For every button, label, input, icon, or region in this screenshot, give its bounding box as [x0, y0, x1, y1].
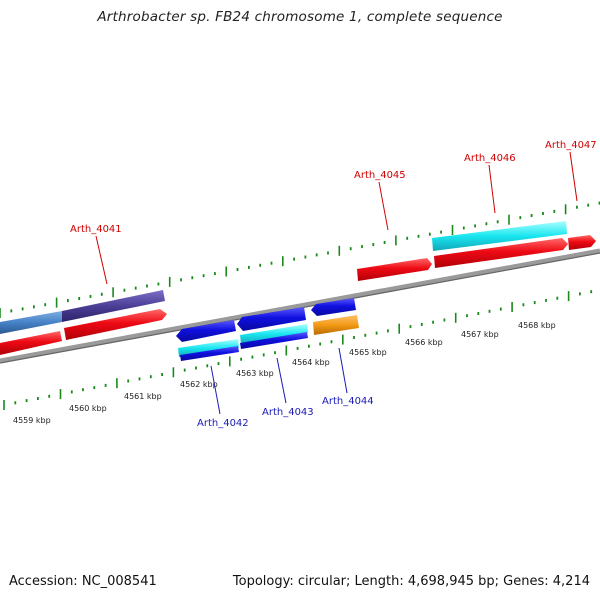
scale-label-4564: 4564 kbp [292, 358, 330, 367]
gene-label-arth-4042: Arth_4042 [197, 418, 249, 429]
gene-label-arth-4045: Arth_4045 [354, 170, 406, 181]
accession-text: Accession: NC_008541 [9, 574, 157, 589]
gene-label-arth-4044: Arth_4044 [322, 396, 374, 407]
feature-orange-4044 [313, 315, 359, 335]
gene-label-arth-4043: Arth_4043 [262, 407, 314, 418]
scale-tick-row [3, 290, 593, 410]
scale-label-4559: 4559 kbp [13, 416, 51, 425]
gene-label-arth-4046: Arth_4046 [464, 153, 516, 164]
leader-arth-4045 [378, 181, 389, 231]
topology-text: Topology: circular; Length: 4,698,945 bp… [232, 574, 590, 589]
leader-arth-4043 [276, 357, 287, 404]
feature-cyan-4042 [178, 339, 239, 357]
scale-label-4561: 4561 kbp [124, 392, 162, 401]
cds-forward-4045 [357, 258, 432, 281]
map-title: Arthrobacter sp. FB24 chromosome 1, comp… [97, 9, 503, 25]
feature-cyan-upper [432, 221, 567, 251]
leader-arth-4042 [210, 365, 221, 415]
gene-label-arth-4047: Arth_4047 [545, 140, 597, 151]
leader-arth-4046 [488, 164, 496, 214]
forward-tick-row [0, 201, 600, 318]
cds-reverse-4042-upper [176, 320, 236, 342]
cds-forward-4047 [568, 235, 596, 250]
cds-forward-4046 [434, 238, 568, 268]
feature-steelblue [0, 311, 62, 334]
cds-reverse-4043-lower [240, 332, 308, 349]
scale-label-4566: 4566 kbp [405, 338, 443, 347]
scale-label-4562: 4562 kbp [180, 380, 218, 389]
cds-reverse-4043-upper [237, 307, 306, 331]
cds-reverse-4044 [311, 298, 356, 316]
leader-arth-4047 [569, 151, 578, 202]
scale-label-4568: 4568 kbp [518, 321, 556, 330]
cds-forward-2 [64, 309, 167, 340]
backbone [0, 248, 600, 364]
scale-label-4560: 4560 kbp [69, 404, 107, 413]
cds-reverse-4042-lower [180, 346, 239, 361]
scale-label-4563: 4563 kbp [236, 369, 274, 378]
leader-arth-4041 [95, 235, 108, 285]
feature-cyan-4043 [240, 324, 308, 344]
scale-label-4565: 4565 kbp [349, 348, 387, 357]
gene-label-arth-4041: Arth_4041 [70, 224, 122, 235]
scale-label-4567: 4567 kbp [461, 330, 499, 339]
gene-leader-lines [95, 151, 578, 415]
cds-forward-1 [0, 331, 62, 355]
leader-arth-4044 [338, 347, 348, 394]
feature-slate [62, 290, 165, 322]
